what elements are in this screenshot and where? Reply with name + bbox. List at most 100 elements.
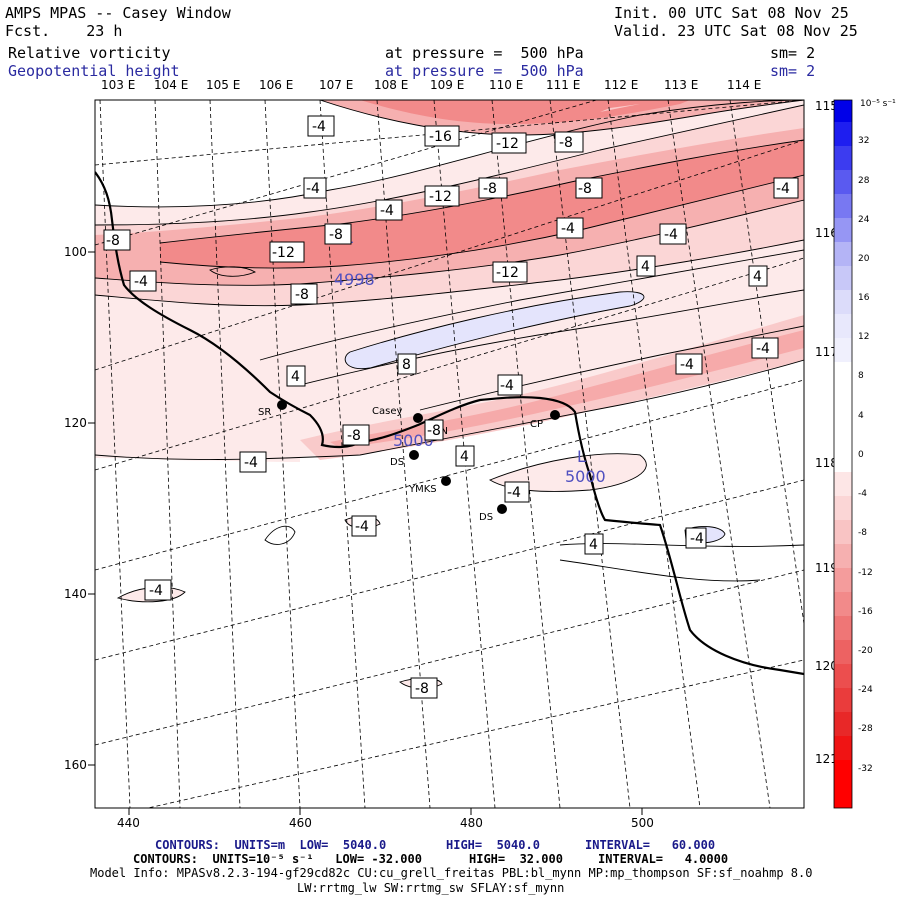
- height-value-label: 4998: [334, 270, 375, 289]
- colorbar-label: -24: [858, 685, 873, 695]
- y-tick-label: 160: [64, 758, 87, 772]
- x-tick-label: 480: [460, 816, 483, 830]
- station-label-hn: DS: [390, 457, 404, 468]
- contour-label: -12: [429, 189, 452, 205]
- colorbar-label: 28: [858, 176, 870, 186]
- contour-label: -4: [561, 221, 575, 237]
- contour-label: -4: [776, 181, 790, 197]
- contour-label: -8: [559, 135, 573, 151]
- colorbar-label: -4: [858, 489, 867, 499]
- contour-label: -8: [483, 181, 497, 197]
- field2-pressure: at pressure = 500 hPa: [385, 62, 584, 80]
- colorbar-label: -32: [858, 764, 873, 774]
- y-ticks: [88, 251, 95, 766]
- contour-label: -4: [355, 519, 369, 535]
- contour-label: -12: [496, 265, 519, 281]
- contour-label: -4: [664, 227, 678, 243]
- colorbar-label: 24: [858, 215, 870, 225]
- height-value-label: 5000: [565, 467, 606, 486]
- contour-label: -8: [347, 428, 361, 444]
- height-contour-info: CONTOURS: UNITS=m LOW= 5040.0: [155, 838, 387, 852]
- height-contour-interval: INTERVAL= 60.000: [585, 838, 716, 852]
- contour-label: 8: [402, 357, 411, 373]
- init-time: Init. 00 UTC Sat 08 Nov 25: [614, 4, 849, 22]
- station-dot-cp: [550, 410, 560, 420]
- colorbar-label: 16: [858, 293, 870, 303]
- lon-label: 109 E: [430, 78, 465, 92]
- colorbar-label: 8: [858, 371, 864, 381]
- contour-label: -12: [496, 136, 519, 152]
- contour-label: -8: [295, 287, 309, 303]
- vorticity-contour-high: HIGH= 32.000: [469, 852, 563, 866]
- colorbar-label: 12: [858, 332, 869, 342]
- contour-label: -4: [690, 531, 704, 547]
- height-contour-high: HIGH= 5040.0: [446, 838, 540, 852]
- station-dot-ymks: [441, 476, 451, 486]
- contour-label: -8: [329, 227, 343, 243]
- colorbar: [833, 99, 853, 809]
- field1-name: Relative vorticity: [8, 44, 171, 62]
- station-label-casey: Casey: [372, 406, 402, 417]
- colorbar-label: -8: [858, 528, 867, 538]
- contour-label: -8: [106, 233, 120, 249]
- vorticity-contour-info: CONTOURS: UNITS=10⁻⁵ s⁻¹ LOW= -32.000: [133, 852, 422, 866]
- contour-label: -4: [149, 583, 163, 599]
- field2-smoothing: sm= 2: [770, 62, 816, 80]
- contour-label: -4: [680, 357, 694, 373]
- lon-label: 111 E: [546, 78, 581, 92]
- contour-label: 4: [753, 269, 762, 285]
- station-dot-casey: [413, 413, 423, 423]
- contour-label: 4: [641, 259, 650, 275]
- station-label-ymks: YMKS: [408, 484, 437, 495]
- station-dot-sr: [277, 400, 287, 410]
- contour-label: -4: [312, 119, 326, 135]
- x-tick-label: 460: [289, 816, 312, 830]
- lon-label: 108 E: [374, 78, 409, 92]
- field2-name: Geopotential height: [8, 62, 180, 80]
- x-tick-label: 440: [117, 816, 140, 830]
- lon-label: 113 E: [664, 78, 699, 92]
- contour-label: -12: [272, 245, 295, 261]
- contour-label: -8: [578, 181, 592, 197]
- station-dot-hn: [409, 450, 419, 460]
- field1-smoothing: sm= 2: [770, 44, 816, 62]
- colorbar-label: -20: [858, 646, 873, 656]
- contour-label: -8: [415, 681, 429, 697]
- y-tick-label: 120: [64, 416, 87, 430]
- station-dot-ds2: [497, 504, 507, 514]
- station-label-cp: CP: [530, 419, 543, 430]
- contour-label: -4: [380, 203, 394, 219]
- model-info-physics: LW:rrtmg_lw SW:rrtmg_sw SFLAY:sf_mynn: [297, 881, 565, 895]
- y-tick-label: 100: [64, 245, 87, 259]
- contour-label: -4: [500, 378, 514, 394]
- contour-label: 4: [589, 537, 598, 553]
- low-marker: L: [577, 447, 586, 466]
- colorbar-label: 4: [858, 411, 864, 421]
- contour-label: -4: [244, 455, 258, 471]
- station-label-sr: SR: [258, 407, 271, 418]
- height-value-label: 5000: [393, 431, 434, 450]
- contour-label: -8: [427, 423, 441, 439]
- lon-label: 105 E: [206, 78, 241, 92]
- colorbar-label: 0: [858, 450, 864, 460]
- field1-pressure: at pressure = 500 hPa: [385, 44, 584, 62]
- lon-label: 107 E: [319, 78, 354, 92]
- colorbar-units: 10⁻⁵ s⁻¹: [860, 99, 896, 109]
- contour-label: -4: [756, 341, 770, 357]
- colorbar-label: -28: [858, 724, 873, 734]
- contour-label: -4: [306, 181, 320, 197]
- lon-label: 110 E: [489, 78, 524, 92]
- contour-label: 4: [291, 369, 300, 385]
- contour-label: -4: [507, 485, 521, 501]
- lon-label: 112 E: [604, 78, 639, 92]
- lon-label: 103 E: [101, 78, 136, 92]
- colorbar-label: -12: [858, 568, 873, 578]
- colorbar-label: 20: [858, 254, 870, 264]
- colorbar-label: -16: [858, 607, 873, 617]
- coastline: [95, 171, 804, 676]
- contour-label: -4: [134, 274, 148, 290]
- contour-label: -16: [429, 129, 452, 145]
- x-ticks: [128, 808, 643, 815]
- model-info: Model Info: MPASv8.2.3-194-gf29cd82c CU:…: [90, 866, 813, 880]
